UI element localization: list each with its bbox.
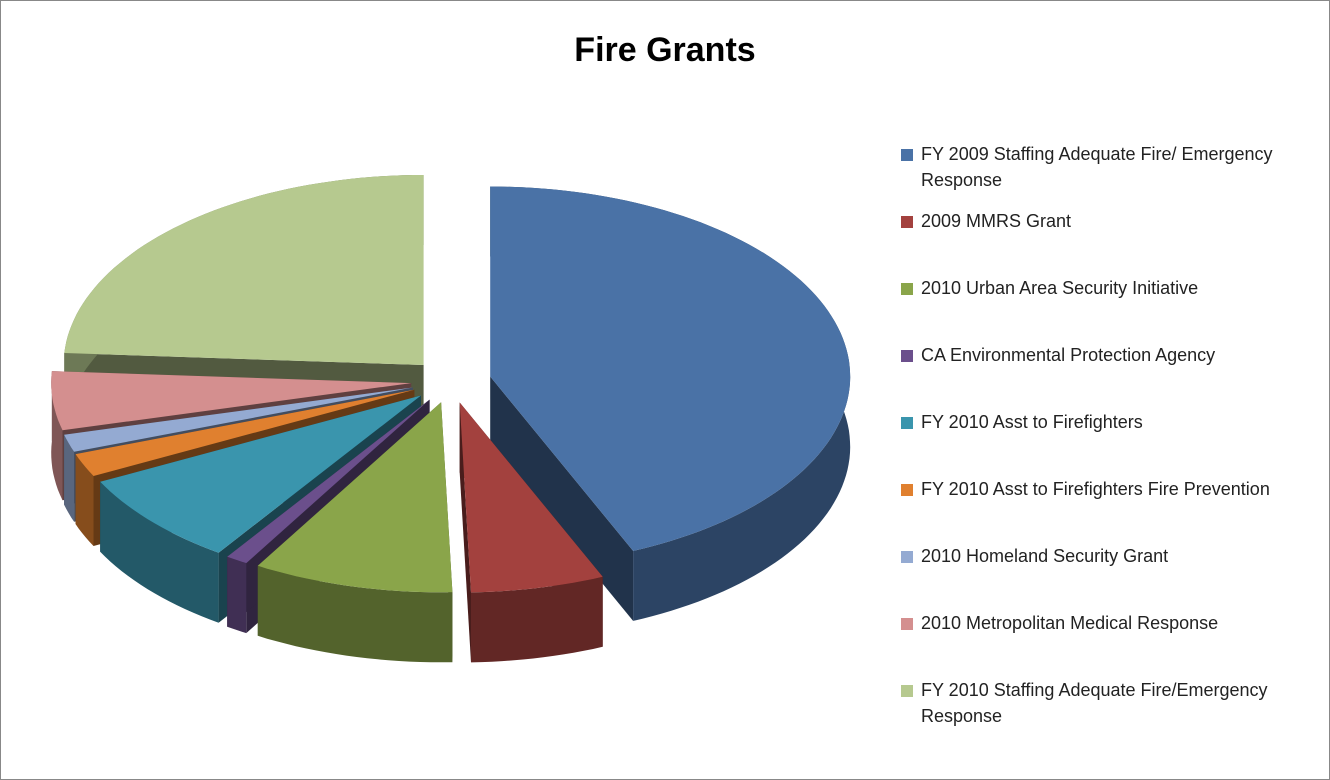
legend-entry: CA Environmental Protection Agency: [899, 342, 1319, 368]
slice-side: [100, 481, 219, 623]
legend-swatch: [901, 149, 913, 161]
chart-title: Fire Grants: [574, 31, 756, 69]
slice-side: [471, 576, 603, 663]
slice-top: [490, 186, 851, 551]
legend-entry: 2010 Metropolitan Medical Response: [899, 610, 1319, 636]
slice-top: [51, 371, 412, 431]
slice-side: [75, 454, 94, 546]
legend-label: FY 2010 Staffing Adequate Fire/Emergency…: [921, 680, 1268, 726]
slice-wall: [490, 376, 634, 621]
legend-entry: FY 2009 Staffing Adequate Fire/ Emergenc…: [899, 141, 1319, 193]
legend-label: 2010 Homeland Security Grant: [921, 546, 1169, 566]
slice-top: [227, 399, 430, 564]
slice-top: [100, 395, 421, 553]
pie-plot: [51, 175, 851, 663]
legend-entry: 2009 MMRS Grant: [899, 208, 1319, 234]
slice-wall: [459, 402, 471, 663]
legend-label: FY 2009 Staffing Adequate Fire/ Emergenc…: [921, 144, 1273, 190]
slice-top: [75, 389, 415, 476]
slice-side: [64, 434, 75, 522]
slice-side: [51, 371, 63, 501]
legend-label: 2009 MMRS Grant: [921, 211, 1072, 231]
slice-top: [459, 402, 603, 593]
legend-label: 2010 Metropolitan Medical Response: [921, 613, 1219, 633]
legend-swatch: [901, 417, 913, 429]
legend-swatch: [901, 283, 913, 295]
slice: [257, 402, 453, 663]
legend-label: FY 2010 Asst to Firefighters Fire Preven…: [921, 479, 1270, 499]
legend-swatch: [901, 618, 913, 630]
legend-entry: 2010 Homeland Security Grant: [899, 543, 1319, 569]
legend-swatch: [901, 216, 913, 228]
legend-label: CA Environmental Protection Agency: [921, 345, 1216, 365]
legend-label: 2010 Urban Area Security Initiative: [921, 278, 1199, 298]
slice-top: [257, 402, 453, 593]
slice-side: [257, 565, 453, 663]
slice-top: [64, 175, 424, 365]
legend-swatch: [901, 551, 913, 563]
legend-swatch: [901, 685, 913, 697]
slice: [490, 186, 851, 621]
legend-swatch: [901, 350, 913, 362]
slice-top: [64, 387, 413, 452]
slice: [459, 402, 603, 663]
legend-entry: FY 2010 Asst to Firefighters: [899, 409, 1319, 435]
legend-entry: 2010 Urban Area Security Initiative: [899, 275, 1319, 301]
legend-entry: FY 2010 Staffing Adequate Fire/Emergency…: [899, 677, 1319, 729]
slice-side: [227, 556, 247, 634]
legend-label: FY 2010 Asst to Firefighters: [921, 412, 1143, 432]
legend-entry: FY 2010 Asst to Firefighters Fire Preven…: [899, 476, 1319, 502]
legend-swatch: [901, 484, 913, 496]
